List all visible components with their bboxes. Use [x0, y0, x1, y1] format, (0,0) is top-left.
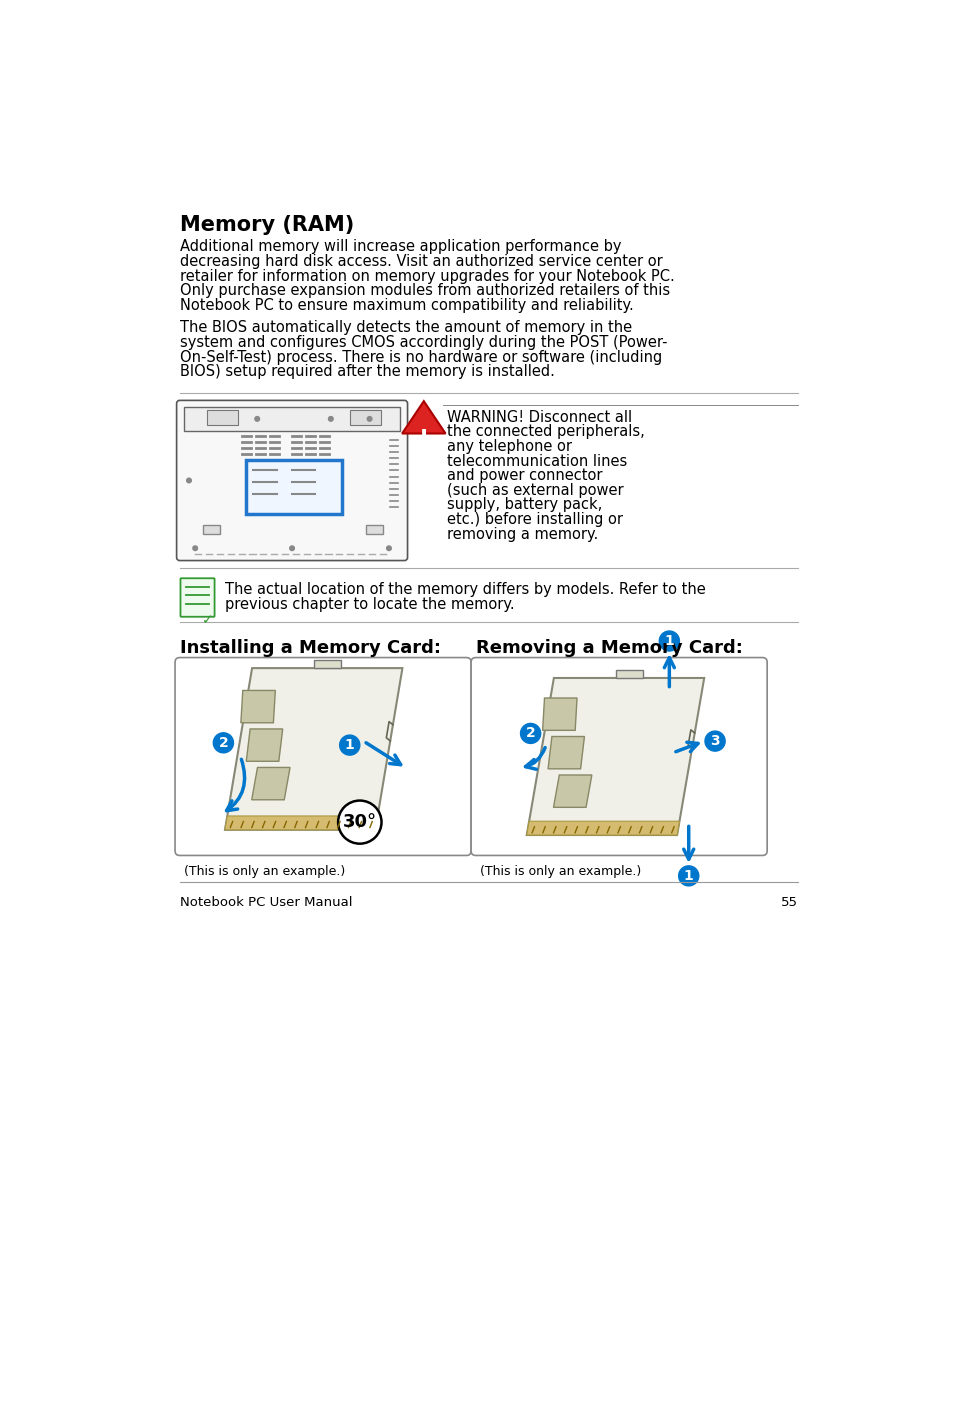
- Text: Notebook PC to ensure maximum compatibility and reliability.: Notebook PC to ensure maximum compatibil…: [179, 298, 633, 313]
- Polygon shape: [246, 729, 282, 761]
- Text: 55: 55: [781, 896, 798, 909]
- Circle shape: [520, 723, 540, 743]
- Text: (This is only an example.): (This is only an example.): [184, 865, 345, 878]
- Bar: [314, 661, 341, 668]
- Circle shape: [328, 417, 333, 421]
- Text: (This is only an example.): (This is only an example.): [480, 865, 641, 878]
- Polygon shape: [240, 691, 275, 723]
- Polygon shape: [252, 767, 290, 800]
- Text: supply, battery pack,: supply, battery pack,: [447, 498, 601, 512]
- Polygon shape: [553, 776, 591, 807]
- Bar: [207, 410, 237, 425]
- Bar: [184, 407, 399, 431]
- Circle shape: [187, 478, 192, 482]
- Bar: [365, 525, 382, 535]
- Bar: [245, 461, 342, 515]
- Polygon shape: [526, 821, 679, 835]
- Text: any telephone or: any telephone or: [447, 440, 572, 454]
- Text: previous chapter to locate the memory.: previous chapter to locate the memory.: [224, 597, 514, 611]
- Circle shape: [678, 866, 698, 886]
- Text: retailer for information on memory upgrades for your Notebook PC.: retailer for information on memory upgra…: [179, 269, 674, 284]
- Circle shape: [339, 735, 359, 756]
- Text: the connected peripherals,: the connected peripherals,: [447, 424, 644, 440]
- Circle shape: [367, 417, 372, 421]
- Text: Memory (RAM): Memory (RAM): [179, 214, 354, 235]
- Text: 1: 1: [664, 634, 674, 648]
- Text: Only purchase expansion modules from authorized retailers of this: Only purchase expansion modules from aut…: [179, 284, 669, 298]
- Polygon shape: [547, 736, 584, 769]
- Polygon shape: [402, 401, 445, 434]
- Circle shape: [337, 801, 381, 844]
- FancyBboxPatch shape: [174, 658, 471, 855]
- Text: Installing a Memory Card:: Installing a Memory Card:: [179, 640, 440, 657]
- Text: Additional memory will increase application performance by: Additional memory will increase applicat…: [179, 240, 620, 254]
- Text: 2: 2: [218, 736, 228, 750]
- Text: (such as external power: (such as external power: [447, 482, 623, 498]
- Polygon shape: [225, 668, 402, 830]
- Bar: [203, 525, 220, 535]
- Text: removing a memory.: removing a memory.: [447, 526, 598, 542]
- Text: ✓: ✓: [202, 613, 213, 627]
- Circle shape: [659, 631, 679, 651]
- Text: 1: 1: [683, 869, 693, 883]
- Text: decreasing hard disk access. Visit an authorized service center or: decreasing hard disk access. Visit an au…: [179, 254, 661, 269]
- Circle shape: [213, 733, 233, 753]
- Text: 2: 2: [525, 726, 535, 740]
- Text: system and configures CMOS accordingly during the POST (Power-: system and configures CMOS accordingly d…: [179, 335, 666, 350]
- Bar: [350, 410, 381, 425]
- Circle shape: [290, 546, 294, 550]
- Text: BIOS) setup required after the memory is installed.: BIOS) setup required after the memory is…: [179, 364, 554, 379]
- Circle shape: [254, 417, 259, 421]
- Text: Removing a Memory Card:: Removing a Memory Card:: [476, 640, 741, 657]
- Text: etc.) before installing or: etc.) before installing or: [447, 512, 622, 527]
- Text: Notebook PC User Manual: Notebook PC User Manual: [179, 896, 352, 909]
- Circle shape: [386, 546, 391, 550]
- FancyBboxPatch shape: [180, 579, 214, 617]
- Text: telecommunication lines: telecommunication lines: [447, 454, 627, 468]
- Text: WARNING! Disconnect all: WARNING! Disconnect all: [447, 410, 632, 424]
- Circle shape: [193, 546, 197, 550]
- Text: On-Self-Test) process. There is no hardware or software (including: On-Self-Test) process. There is no hardw…: [179, 350, 661, 364]
- Circle shape: [704, 732, 724, 752]
- Text: The BIOS automatically detects the amount of memory in the: The BIOS automatically detects the amoun…: [179, 320, 631, 335]
- Polygon shape: [542, 698, 577, 730]
- Text: 30°: 30°: [342, 813, 376, 831]
- Text: 1: 1: [344, 739, 355, 752]
- Text: The actual location of the memory differs by models. Refer to the: The actual location of the memory differ…: [224, 583, 704, 597]
- Text: and power connector: and power connector: [447, 468, 602, 484]
- FancyBboxPatch shape: [471, 658, 766, 855]
- Bar: [616, 671, 642, 678]
- Text: 3: 3: [710, 735, 720, 749]
- Polygon shape: [225, 815, 377, 830]
- FancyBboxPatch shape: [176, 400, 407, 560]
- Text: !: !: [418, 428, 429, 450]
- Polygon shape: [526, 678, 703, 835]
